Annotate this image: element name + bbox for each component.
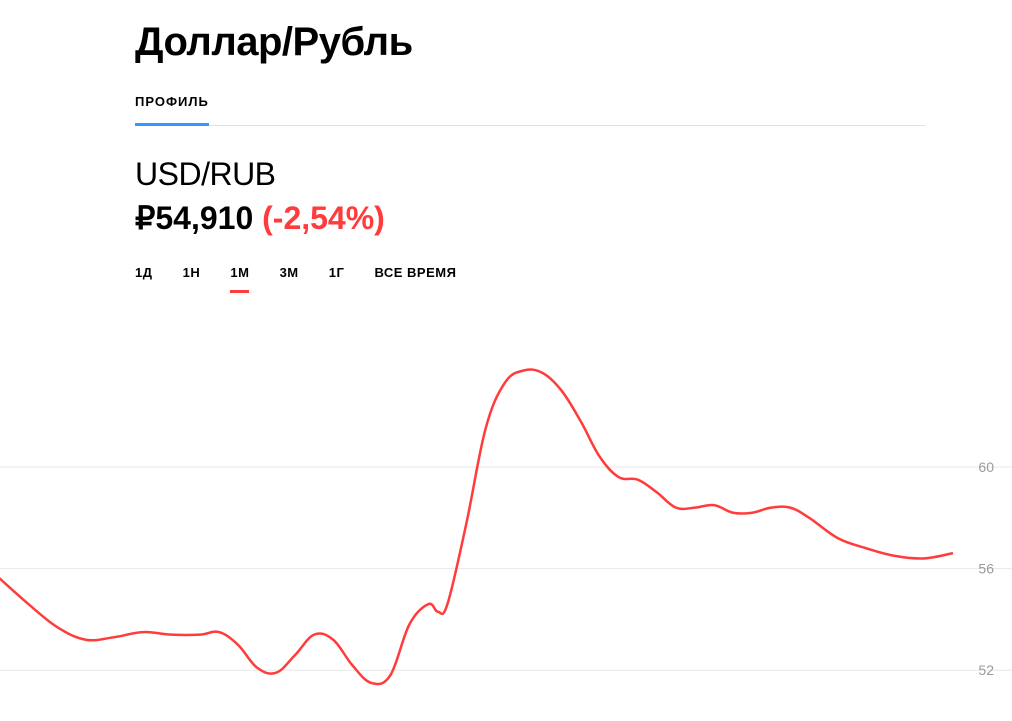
range-tab-1w[interactable]: 1Н (183, 265, 201, 290)
page-title: Доллар/Рубль (135, 20, 1012, 65)
currency-pair: USD/RUB (135, 156, 1012, 193)
price-row: ₽54,910 (-2,54%) (135, 199, 1012, 237)
range-tab-1m[interactable]: 1М (230, 265, 249, 293)
y-axis-label: 52 (978, 662, 994, 678)
range-tab-1y[interactable]: 1Г (329, 265, 345, 290)
price-change: (-2,54%) (262, 200, 385, 236)
range-tab-1d[interactable]: 1Д (135, 265, 153, 290)
chart-svg: 52 56 60 (0, 340, 1012, 721)
y-axis-label: 60 (978, 459, 994, 475)
price-value: ₽54,910 (135, 200, 253, 236)
tab-profile[interactable]: ПРОФИЛЬ (135, 94, 209, 126)
y-axis-label: 56 (978, 561, 994, 577)
top-tab-bar: ПРОФИЛЬ (135, 93, 925, 126)
range-tab-all[interactable]: ВСЕ ВРЕМЯ (374, 265, 456, 290)
range-tab-3m[interactable]: 3М (280, 265, 299, 290)
price-chart[interactable]: 52 56 60 (0, 340, 1012, 721)
range-tab-bar: 1Д 1Н 1М 3М 1Г ВСЕ ВРЕМЯ (135, 265, 1012, 293)
price-line (0, 370, 952, 685)
